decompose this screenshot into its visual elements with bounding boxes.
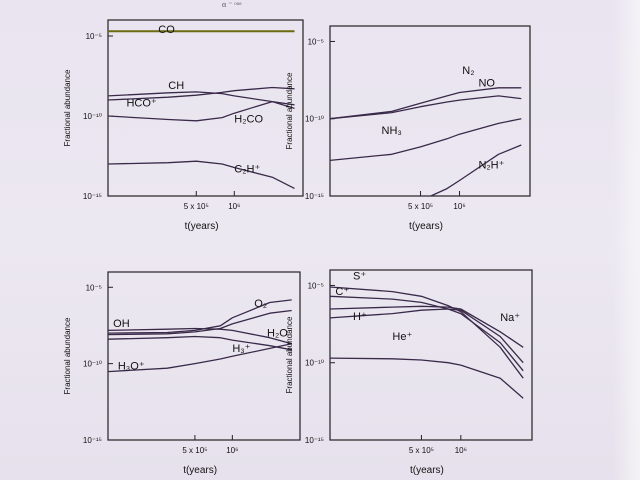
species-label: H₂O <box>267 327 288 339</box>
y-tick-label: 10⁻⁵ <box>308 281 324 290</box>
series-line-2-4 <box>430 144 522 196</box>
x-axis-label: t(years) <box>410 465 444 476</box>
series-line-2-1 <box>330 87 522 120</box>
series-line-1-4 <box>108 100 295 122</box>
species-label: H₂CO <box>234 113 263 125</box>
x-tick-label: 10⁶ <box>226 446 238 455</box>
series-line-3-3 <box>108 327 292 345</box>
y-axis-label: Fractional abundance <box>63 69 72 146</box>
x-tick-label: 10⁶ <box>228 202 240 211</box>
species-label: CH <box>168 80 184 92</box>
y-tick-label: 10⁻¹⁰ <box>305 115 324 124</box>
y-tick-label: 10⁻⁵ <box>86 283 102 292</box>
species-label: NO <box>478 78 495 90</box>
y-axis-label: Fractional abundance <box>63 317 72 394</box>
y-tick-label: 10⁻¹⁵ <box>305 192 324 201</box>
x-tick-label: 10⁶ <box>455 446 467 455</box>
y-axis-label: Fractional abundance <box>285 316 294 393</box>
y-axis-label: Fractional abundance <box>285 72 294 149</box>
species-label: O₂ <box>254 298 267 310</box>
chart-panel-1: 10⁻⁵ 10⁻¹⁰ 10⁻¹⁵ 5 x 10⁵ 10⁶ t(years) Fraction… <box>63 19 304 232</box>
plot-frame <box>329 25 531 197</box>
chart-panel-3: 10⁻⁵ 10⁻¹⁰ 10⁻¹⁵ 5 x 10⁵ 10⁶ t(years) Fraction… <box>63 271 301 476</box>
plot-frame <box>329 269 533 441</box>
y-tick-label: 10⁻¹⁵ <box>83 192 102 201</box>
series-line-4-5 <box>330 357 524 399</box>
series-line-1-5 <box>108 160 295 189</box>
series-line-2-3 <box>330 118 522 162</box>
species-label: C⁺ <box>335 286 349 298</box>
species-label: H₃O⁺ <box>118 361 145 373</box>
species-label: OH <box>113 318 130 330</box>
series-line-3-2 <box>108 309 292 336</box>
y-tick-label: 10⁻¹⁰ <box>83 360 102 369</box>
species-label: HCO⁺ <box>126 97 156 109</box>
species-label: H₃⁺ <box>232 343 250 355</box>
x-tick-label: 5 x 10⁵ <box>409 446 434 455</box>
top-text-fragment: α ⁻ ᵒᵘᵉ <box>222 0 242 9</box>
chart-panel-4: 10⁻⁵ 10⁻¹⁰ 10⁻¹⁵ 5 x 10⁵ 10⁶ t(years) Fraction… <box>285 269 533 476</box>
plot-frame <box>107 19 304 197</box>
series-line-3-5 <box>108 343 292 373</box>
x-axis-label: t(years) <box>409 221 443 232</box>
x-axis-label: t(years) <box>185 221 219 232</box>
series-line-3-1 <box>108 299 292 334</box>
y-tick-label: 10⁻¹⁰ <box>83 112 102 121</box>
series-line-4-1 <box>330 286 524 379</box>
x-tick-label: 5 x 10⁵ <box>184 202 209 211</box>
x-axis-label: t(years) <box>183 465 217 476</box>
species-label: N₂H⁺ <box>478 160 504 172</box>
series-line-2-2 <box>330 95 522 120</box>
species-label: H⁺ <box>353 311 367 323</box>
chart-panel-2: 10⁻⁵ 10⁻¹⁰ 10⁻¹⁵ 5 x 10⁵ 10⁶ t(years) Fraction… <box>285 25 531 232</box>
y-tick-label: 10⁻⁵ <box>308 37 324 46</box>
series-line-4-4 <box>330 308 524 364</box>
species-label: CO <box>158 24 175 36</box>
species-label: Na⁺ <box>500 312 520 324</box>
plot-frame <box>107 271 301 441</box>
species-label: S⁺ <box>353 270 366 282</box>
y-tick-label: 10⁻⁵ <box>86 32 102 41</box>
series-line-3-4 <box>108 335 292 351</box>
y-tick-label: 10⁻¹⁰ <box>305 359 324 368</box>
x-tick-label: 5 x 10⁵ <box>408 202 433 211</box>
y-tick-label: 10⁻¹⁵ <box>305 436 324 445</box>
series-line-4-3 <box>330 305 524 348</box>
species-label: NH₃ <box>382 125 402 137</box>
species-label: He⁺ <box>392 331 412 343</box>
series-line-1-3 <box>108 86 295 101</box>
species-label: N₂ <box>462 65 474 77</box>
y-tick-label: 10⁻¹⁵ <box>83 436 102 445</box>
x-tick-label: 5 x 10⁵ <box>182 446 207 455</box>
species-label: C₂H⁺ <box>234 163 260 175</box>
x-tick-label: 10⁶ <box>453 202 465 211</box>
